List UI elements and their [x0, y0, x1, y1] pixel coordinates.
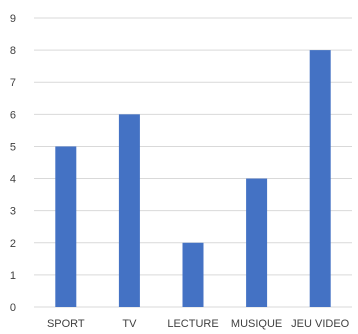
y-axis-tick-labels: 0 1 2 3 4 5 6 7 8 9 [10, 13, 16, 314]
y-tick-label: 0 [10, 302, 16, 314]
x-category-label: TV [122, 318, 137, 330]
y-tick-label: 2 [10, 238, 16, 250]
y-tick-label: 7 [10, 77, 16, 89]
gridlines [34, 17, 352, 308]
bar-lecture [182, 242, 204, 307]
x-category-label: MUSIQUE [231, 318, 282, 330]
y-tick-label: 8 [10, 45, 16, 57]
bar-sport [55, 146, 77, 307]
y-tick-label: 5 [10, 141, 16, 153]
y-tick-label: 4 [10, 174, 16, 186]
bar-musique [246, 178, 268, 307]
x-category-label: LECTURE [167, 318, 218, 330]
bar-jeu-video [309, 50, 331, 307]
x-axis-category-labels: SPORT TV LECTURE MUSIQUE JEU VIDEO [47, 318, 350, 330]
y-tick-label: 1 [10, 270, 16, 282]
y-tick-label: 3 [10, 206, 16, 218]
x-category-label: JEU VIDEO [291, 318, 350, 330]
y-tick-label: 9 [10, 13, 16, 25]
bars [55, 50, 331, 307]
x-category-label: SPORT [47, 318, 85, 330]
bar-tv [118, 114, 140, 307]
y-tick-label: 6 [10, 109, 16, 121]
